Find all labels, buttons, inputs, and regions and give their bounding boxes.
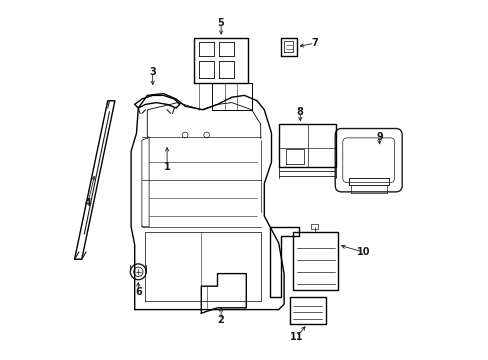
Text: 5: 5	[217, 18, 224, 28]
Bar	[310, 224, 318, 229]
Text: 8: 8	[296, 107, 303, 117]
Text: 11: 11	[289, 332, 303, 342]
Text: 10: 10	[356, 247, 369, 257]
Text: 2: 2	[217, 315, 224, 325]
Text: 3: 3	[149, 67, 156, 77]
Text: 1: 1	[163, 162, 170, 172]
Text: 9: 9	[375, 132, 382, 142]
Text: 6: 6	[135, 287, 142, 297]
Text: 7: 7	[311, 38, 317, 48]
Text: 4: 4	[84, 198, 91, 208]
